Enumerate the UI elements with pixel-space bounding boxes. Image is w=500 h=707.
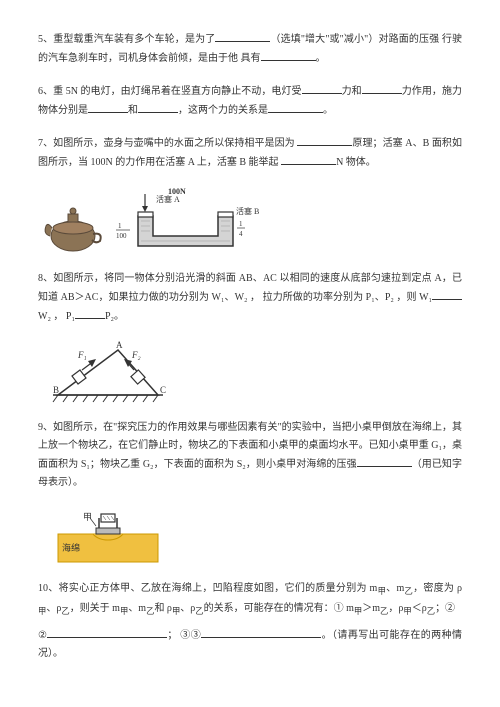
svg-text:甲: 甲 [83, 512, 92, 522]
q6-text: 6、重 5N 的电灯，由灯绳吊着在竖直方向静止不动，电灯受力和力作用，施力物体分… [38, 82, 462, 120]
q10-extra: ②； ③③。（请再写出可能存在的两种情况）。 [38, 626, 462, 663]
q6-blank-1 [302, 82, 342, 94]
svg-text:100: 100 [116, 232, 127, 240]
q6-b: 力和 [342, 86, 362, 97]
q8-a: 8、如图所示，将同一物体分别沿光滑的斜面 AB、AC 以相同的速度从底部匀速拉到… [38, 273, 462, 303]
question-9: 9、如图所示，在"探究压力的作用效果与哪些因素有关"的实验中，当把小桌甲倒放在海… [38, 419, 462, 492]
q8-text: 8、如图所示，将同一物体分别沿光滑的斜面 AB、AC 以相同的速度从底部匀速拉到… [38, 270, 462, 326]
q6-blank-5 [268, 101, 323, 113]
figure-q7: 活塞 A 100N 活塞 B 1 100 1 4 [38, 186, 462, 256]
question-5: 5、重型载重汽车装有多个车轮，是为了（选填"增大"或"减小"）对路面的压强 行驶… [38, 30, 462, 68]
q5-blank-1 [215, 30, 270, 42]
q5-c: 。 [316, 53, 326, 64]
label-force: 100N [168, 187, 186, 196]
question-10: 10、将实心正方体甲、乙放在海绵上，凹陷程度如图，它们的质量分别为 m甲、m乙，… [38, 580, 462, 663]
q10-blank-2 [47, 626, 167, 638]
svg-text:A: A [116, 340, 123, 350]
svg-text:4: 4 [239, 230, 243, 238]
q8-b: W₂ ， P₁ [38, 311, 75, 322]
q6-a: 6、重 5N 的电灯，由灯绳吊着在竖直方向静止不动，电灯受 [38, 86, 302, 97]
svg-text:1: 1 [118, 222, 122, 230]
q5-blank-2 [261, 49, 316, 61]
q5-a: 5、重型载重汽车装有多个车轮，是为了 [38, 34, 215, 45]
q7-c: N 物体。 [336, 157, 376, 168]
q9-text: 9、如图所示，在"探究压力的作用效果与哪些因素有关"的实验中，当把小桌甲倒放在海… [38, 419, 462, 492]
question-8: 8、如图所示，将同一物体分别沿光滑的斜面 AB、AC 以相同的速度从底部匀速拉到… [38, 270, 462, 326]
svg-text:F₁: F₁ [77, 350, 87, 360]
question-6: 6、重 5N 的电灯，由灯绳吊着在竖直方向静止不动，电灯受力和力作用，施力物体分… [38, 82, 462, 120]
q7-blank-2 [281, 153, 336, 165]
q6-blank-2 [362, 82, 402, 94]
q6-d: 和 [128, 105, 138, 116]
q6-e: ，这两个力的关系是 [178, 105, 268, 116]
q10-text: 10、将实心正方体甲、乙放在海绵上，凹陷程度如图，它们的质量分别为 m甲、m乙，… [38, 580, 462, 620]
q6-blank-3 [88, 101, 128, 113]
q7-a: 7、如图所示，壶身与壶嘴中的水面之所以保持相平是因为 [38, 138, 295, 149]
q5-text: 5、重型载重汽车装有多个车轮，是为了（选填"增大"或"减小"）对路面的压强 行驶… [38, 30, 462, 68]
q10-blank-3 [201, 626, 321, 638]
svg-text:1: 1 [239, 220, 243, 228]
label-piston-b: 活塞 B [236, 206, 259, 216]
q6-blank-4 [138, 101, 178, 113]
svg-text:海绵: 海绵 [62, 542, 80, 553]
svg-text:C: C [160, 385, 166, 395]
q8-c: P₂。 [105, 311, 124, 322]
q6-f: 。 [323, 105, 333, 116]
figure-q9: 甲 海绵 [38, 506, 462, 566]
svg-text:F₂: F₂ [131, 350, 141, 360]
q9-blank-1 [357, 455, 412, 467]
q8-blank-2 [75, 307, 105, 319]
svg-text:B: B [53, 385, 59, 395]
figure-q8: A B C F₁ F₂ [38, 340, 462, 405]
q8-blank-1 [432, 288, 462, 300]
q7-text: 7、如图所示，壶身与壶嘴中的水面之所以保持相平是因为 原理；活塞 A、B 面积如… [38, 134, 462, 172]
q7-blank-1 [297, 134, 352, 146]
question-7: 7、如图所示，壶身与壶嘴中的水面之所以保持相平是因为 原理；活塞 A、B 面积如… [38, 134, 462, 172]
